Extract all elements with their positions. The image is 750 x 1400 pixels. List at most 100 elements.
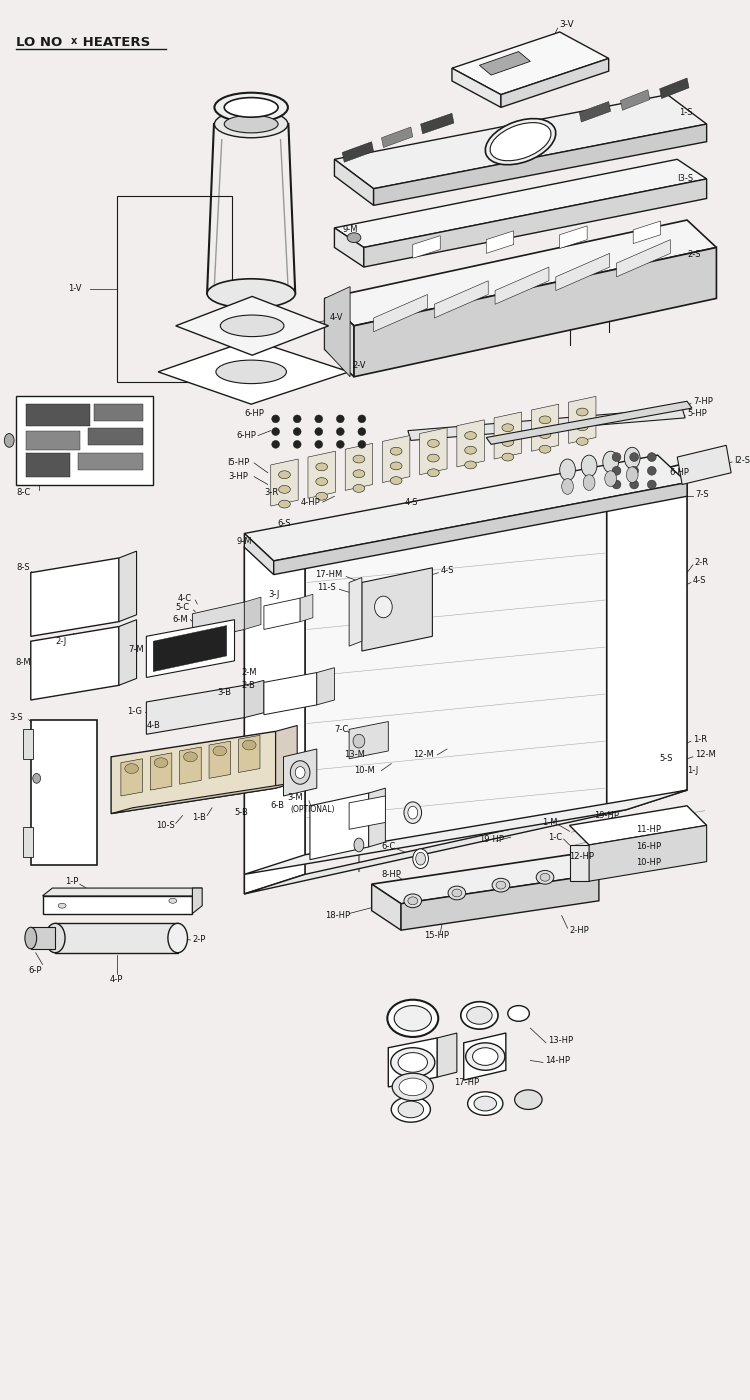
Polygon shape [325,287,350,377]
Polygon shape [420,427,447,475]
Polygon shape [408,409,685,441]
Text: 3-B: 3-B [217,687,231,697]
Ellipse shape [427,454,439,462]
Polygon shape [464,1033,506,1079]
Ellipse shape [214,111,288,137]
Polygon shape [486,402,692,444]
Polygon shape [531,405,559,451]
Polygon shape [146,686,244,734]
Ellipse shape [46,924,65,953]
Polygon shape [677,445,731,484]
Ellipse shape [539,416,551,424]
Text: 4-B: 4-B [146,721,160,729]
Ellipse shape [630,452,638,462]
Ellipse shape [214,92,288,122]
Polygon shape [308,451,335,498]
Ellipse shape [337,414,344,423]
Ellipse shape [242,741,256,750]
Ellipse shape [416,853,425,865]
Text: 6-HP: 6-HP [236,431,256,440]
Text: 1-B: 1-B [193,813,206,822]
Ellipse shape [465,431,476,440]
Polygon shape [193,602,244,641]
Ellipse shape [358,414,366,423]
Polygon shape [364,179,706,267]
Polygon shape [589,826,706,881]
Polygon shape [633,221,661,244]
Ellipse shape [630,466,638,475]
Ellipse shape [404,802,422,823]
Ellipse shape [220,315,284,336]
Polygon shape [16,396,153,484]
Polygon shape [372,855,599,904]
Ellipse shape [472,1047,498,1065]
Polygon shape [31,927,56,949]
Polygon shape [111,731,276,813]
Polygon shape [349,578,361,647]
Ellipse shape [184,752,197,762]
Polygon shape [479,52,530,76]
Text: 17-HM: 17-HM [315,570,342,580]
Ellipse shape [584,475,595,490]
Text: 11-S: 11-S [316,582,335,592]
Polygon shape [264,598,300,630]
Polygon shape [31,559,119,637]
Ellipse shape [508,1005,530,1021]
Ellipse shape [315,427,322,435]
Ellipse shape [612,466,621,475]
Text: 4-HP: 4-HP [300,497,320,507]
Ellipse shape [169,899,177,903]
Text: 8-M: 8-M [15,658,31,668]
Polygon shape [264,672,316,714]
Text: LO NO: LO NO [16,36,62,49]
Text: 3-R: 3-R [264,487,278,497]
Polygon shape [111,783,297,813]
Text: 6-HP: 6-HP [244,409,264,419]
Text: 6-M: 6-M [172,615,188,624]
Polygon shape [568,396,596,444]
Text: HEATERS: HEATERS [78,36,150,49]
Polygon shape [354,248,716,377]
Polygon shape [244,455,687,561]
Ellipse shape [612,480,621,489]
Text: 1-S: 1-S [680,108,693,116]
Ellipse shape [354,839,364,851]
Text: 2-M: 2-M [242,668,256,678]
Ellipse shape [468,1092,503,1116]
Polygon shape [607,463,687,809]
Polygon shape [401,875,599,930]
Ellipse shape [466,1043,505,1070]
Ellipse shape [647,452,656,462]
Ellipse shape [316,463,328,470]
Text: 8-HP: 8-HP [382,869,401,879]
Text: (OPTIONAL): (OPTIONAL) [290,805,334,815]
Polygon shape [176,297,328,356]
Ellipse shape [207,279,296,308]
Ellipse shape [337,427,344,435]
Ellipse shape [390,476,402,484]
Polygon shape [31,627,119,700]
Polygon shape [452,32,609,95]
Ellipse shape [168,924,188,953]
Polygon shape [334,228,364,267]
Ellipse shape [624,447,640,469]
Text: 6-S: 6-S [278,519,291,528]
Polygon shape [345,444,373,490]
Text: 17-HP: 17-HP [454,1078,479,1086]
Ellipse shape [448,886,466,900]
Ellipse shape [353,734,364,748]
Text: 6-B: 6-B [271,801,285,811]
Ellipse shape [514,1089,542,1109]
Polygon shape [158,340,349,405]
Ellipse shape [272,414,280,423]
Ellipse shape [630,480,638,489]
Ellipse shape [58,903,66,909]
Ellipse shape [647,480,656,489]
Text: 8-S: 8-S [16,563,30,573]
Polygon shape [244,528,305,895]
Ellipse shape [413,848,428,868]
Polygon shape [495,267,549,304]
Polygon shape [305,483,607,855]
Text: 10-M: 10-M [354,766,375,776]
Text: 7-M: 7-M [129,644,144,654]
